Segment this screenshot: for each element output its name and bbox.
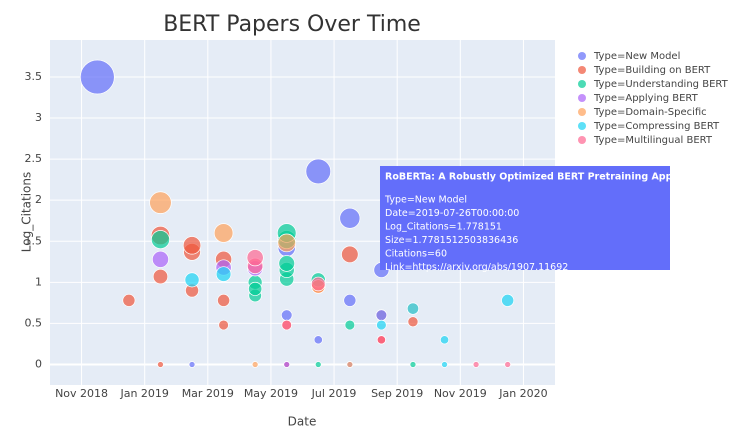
- bubble: [305, 158, 332, 185]
- bubble: [409, 361, 417, 368]
- bubble: [277, 233, 296, 253]
- chart-title: BERT Papers Over Time: [163, 12, 421, 37]
- y-tick-label: 2.5: [25, 152, 43, 165]
- bubble: [182, 236, 202, 255]
- y-tick-label: 1: [35, 275, 42, 288]
- bubble: [278, 255, 295, 272]
- tooltip-box: [380, 166, 670, 270]
- y-tick-label: 0: [35, 357, 42, 370]
- bubble: [280, 309, 293, 321]
- x-tick-label: Nov 2018: [55, 387, 108, 400]
- x-tick-label: May 2019: [244, 387, 298, 400]
- legend: Type=New Model Type=Building on BERT Type=…: [578, 51, 729, 146]
- legend-label: Type=Applying BERT: [593, 93, 699, 104]
- legend-marker: [578, 136, 586, 144]
- x-tick-label: Jan 2019: [119, 387, 168, 400]
- bubble: [376, 319, 387, 331]
- bubble: [314, 361, 322, 368]
- bubble: [184, 272, 200, 288]
- legend-label: Type=New Model: [593, 51, 680, 62]
- bubble: [343, 293, 357, 307]
- x-tick-label: Jan 2020: [498, 387, 547, 400]
- bubble: [152, 268, 169, 285]
- points: [79, 59, 515, 368]
- bubble: [218, 319, 229, 331]
- tooltip-line: Link=https://arxiv.org/abs/1907.11692: [385, 262, 568, 273]
- bubble: [188, 361, 196, 368]
- bubble: [376, 335, 386, 345]
- bubble: [281, 319, 292, 331]
- x-tick-label: Jul 2019: [311, 387, 357, 400]
- legend-marker: [578, 52, 586, 60]
- bubble: [407, 316, 419, 328]
- bubble: [79, 59, 115, 95]
- bubble: [441, 361, 448, 368]
- x-tick-label: Mar 2019: [182, 387, 234, 400]
- legend-marker: [578, 122, 586, 130]
- bubble: [439, 335, 450, 345]
- bubble: [501, 293, 515, 307]
- bubble: [339, 207, 361, 229]
- tooltip-line: Size=1.7781512503836436: [385, 235, 518, 246]
- tooltip-line: Citations=60: [385, 249, 447, 260]
- legend-label: Type=Compressing BERT: [593, 121, 720, 132]
- y-tick-label: 2: [35, 193, 42, 206]
- x-tick-label: Nov 2019: [434, 387, 487, 400]
- tooltip-title: RoBERTa: A Robustly Optimized BERT Pretr…: [385, 172, 703, 183]
- legend-label: Type=Domain-Specific: [593, 107, 707, 118]
- bubble: [375, 309, 388, 321]
- x-tick-label: Sep 2019: [371, 387, 423, 400]
- bubble: [151, 230, 170, 250]
- legend-label: Type=Understanding BERT: [593, 79, 729, 90]
- bubble: [504, 361, 512, 368]
- bubble: [248, 281, 263, 296]
- y-tick-label: 3.5: [25, 70, 43, 83]
- tooltip-line: Log_Citations=1.778151: [385, 222, 502, 233]
- bubble: [344, 319, 356, 331]
- bubble: [283, 361, 291, 368]
- bubble: [151, 250, 169, 268]
- bubble: [246, 249, 264, 267]
- bubble: [213, 223, 234, 243]
- bubble: [311, 276, 326, 292]
- legend-marker: [578, 66, 586, 74]
- legend-label: Type=Building on BERT: [593, 65, 711, 76]
- x-axis-label: Date: [288, 415, 317, 429]
- legend-marker: [578, 80, 586, 88]
- bubble: [217, 293, 231, 307]
- tooltip-line: Date=2019-07-26T00:00:00: [385, 208, 519, 219]
- tooltip: RoBERTa: A Robustly Optimized BERT Pretr…: [380, 166, 703, 273]
- bubble: [406, 302, 420, 315]
- y-tick-label: 0.5: [25, 316, 43, 329]
- y-tick-label: 1.5: [25, 234, 43, 247]
- bubble: [122, 293, 136, 307]
- y-axis-label: Log_Citations: [20, 172, 34, 252]
- legend-label: Type=Multilingual BERT: [593, 135, 713, 146]
- bubble: [341, 245, 359, 264]
- bubble: [472, 361, 480, 368]
- y-tick-label: 3: [35, 111, 42, 124]
- bubble: [215, 266, 232, 282]
- legend-marker: [578, 94, 586, 102]
- tooltip-line: Type=New Model: [384, 195, 467, 206]
- bubble: [346, 361, 354, 368]
- bubble: [313, 335, 323, 345]
- bubble: [251, 361, 259, 368]
- bubble: [157, 361, 164, 368]
- legend-marker: [578, 108, 586, 116]
- bubble: [149, 191, 172, 214]
